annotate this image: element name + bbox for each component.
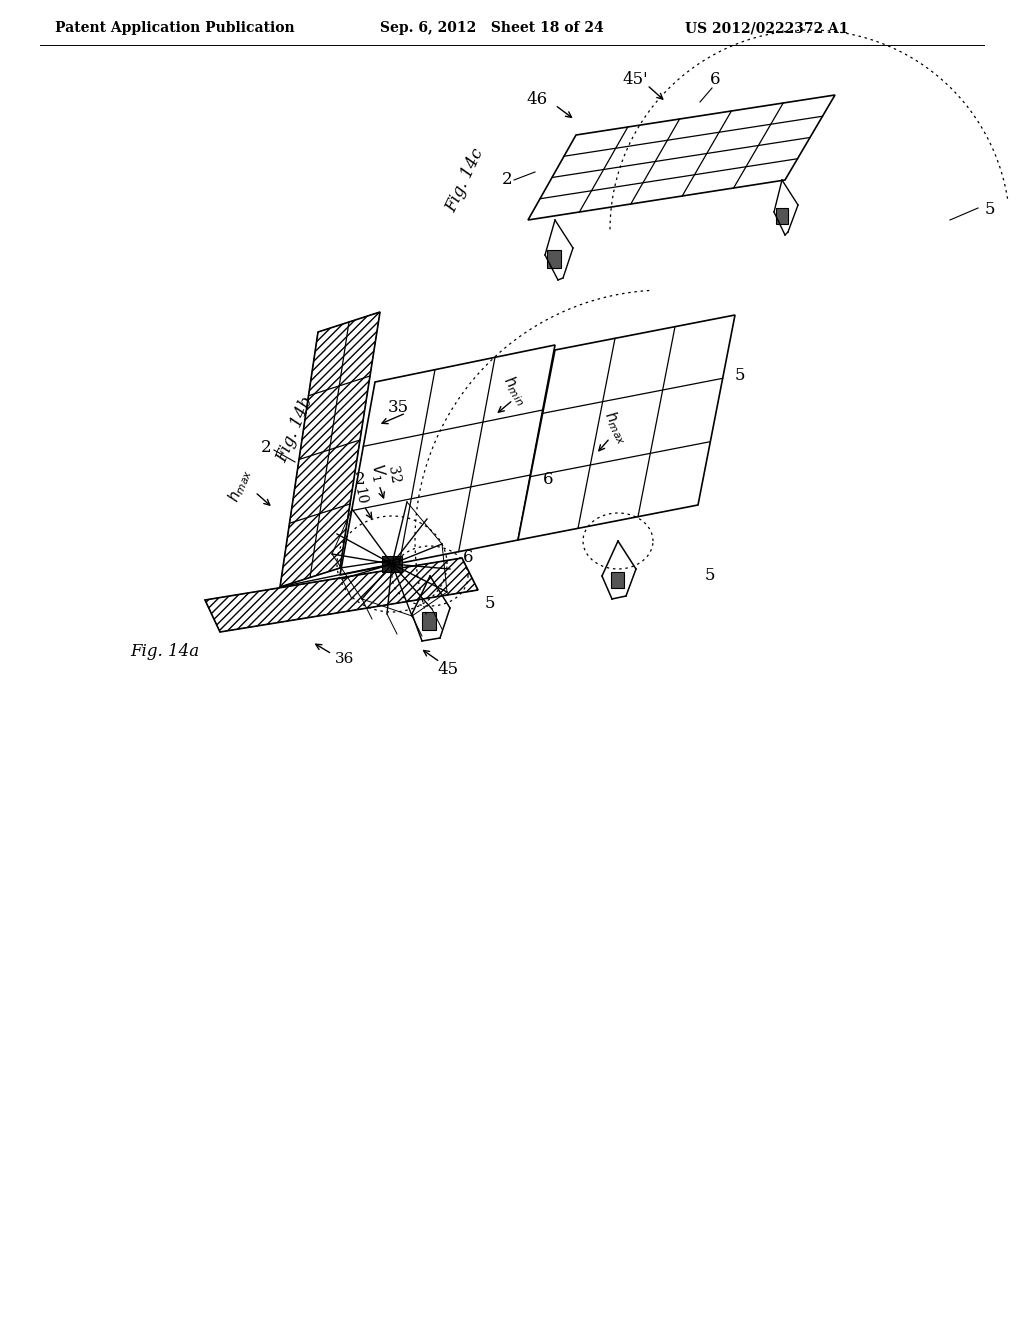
Text: 36: 36 (335, 652, 354, 667)
Text: $V_1$: $V_1$ (368, 462, 389, 483)
Polygon shape (205, 558, 478, 632)
Text: Sep. 6, 2012   Sheet 18 of 24: Sep. 6, 2012 Sheet 18 of 24 (380, 21, 604, 36)
Text: 6: 6 (710, 71, 720, 88)
Text: 5: 5 (705, 566, 715, 583)
Bar (611, 572, 624, 587)
Text: 45: 45 (437, 661, 459, 678)
Polygon shape (280, 312, 380, 587)
Polygon shape (528, 95, 835, 220)
Text: $h_{min}$: $h_{min}$ (499, 372, 531, 408)
Text: 5: 5 (484, 594, 496, 611)
Text: 2: 2 (261, 440, 271, 457)
Text: 5: 5 (985, 202, 995, 219)
Text: $h_{max}$: $h_{max}$ (225, 465, 255, 504)
Text: Fig. 14c: Fig. 14c (442, 145, 487, 215)
Text: 35: 35 (387, 399, 409, 416)
Text: $h_{max}$: $h_{max}$ (600, 407, 632, 447)
Bar (776, 209, 788, 224)
Text: 46: 46 (526, 91, 548, 108)
Bar (422, 612, 436, 630)
Text: 6: 6 (543, 471, 553, 488)
Polygon shape (340, 345, 555, 576)
Bar (382, 556, 402, 572)
Text: 2: 2 (502, 172, 512, 189)
Text: 32: 32 (385, 465, 401, 484)
Text: Fig. 14a: Fig. 14a (130, 644, 200, 660)
Text: 6: 6 (463, 549, 473, 566)
Text: Patent Application Publication: Patent Application Publication (55, 21, 295, 36)
Text: US 2012/0222372 A1: US 2012/0222372 A1 (685, 21, 849, 36)
Text: 45': 45' (623, 71, 648, 88)
Text: 5: 5 (735, 367, 745, 384)
Text: Fig. 14b: Fig. 14b (273, 395, 316, 466)
Text: 2: 2 (354, 471, 366, 488)
Polygon shape (518, 315, 735, 540)
Text: 10: 10 (351, 486, 369, 506)
Bar (547, 249, 561, 268)
